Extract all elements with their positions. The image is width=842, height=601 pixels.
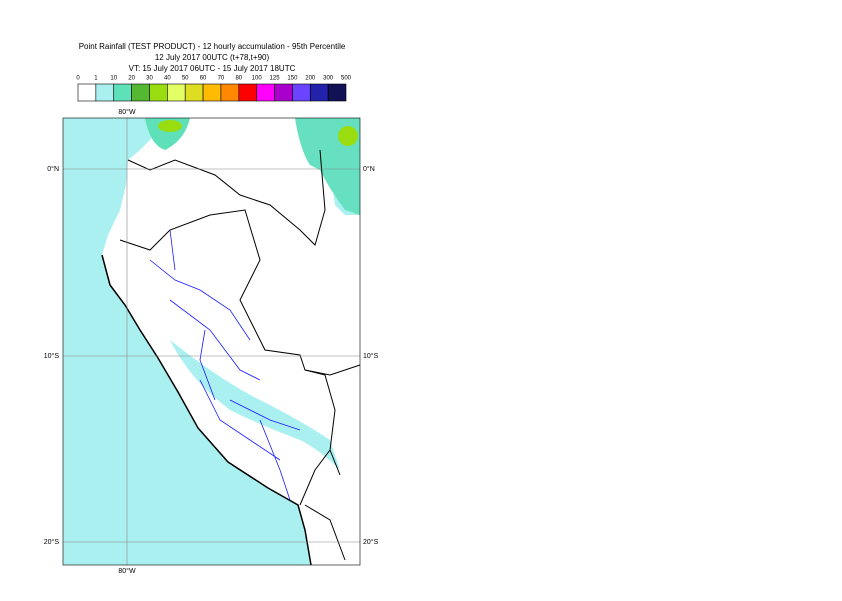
- legend-swatch: [184, 83, 204, 102]
- legend-label: 20: [128, 76, 135, 82]
- map-frame: [62, 117, 361, 566]
- legend-swatch: [238, 83, 257, 102]
- legend-label: 80: [235, 76, 242, 82]
- legend-label: 500: [341, 76, 352, 82]
- legend-swatch: [131, 83, 150, 102]
- legend-swatch: [113, 83, 132, 102]
- legend-swatch: [309, 83, 329, 102]
- lat-label: 0°N: [363, 165, 375, 173]
- legend-label: 125: [270, 76, 281, 82]
- rain-area: [158, 120, 182, 132]
- coastline: [101, 254, 312, 566]
- rain-area: [170, 340, 340, 470]
- land: [102, 118, 360, 565]
- rain-area: [338, 126, 358, 146]
- run-time: 12 July 2017 00UTC (t+78,t+90): [155, 53, 270, 62]
- border: [127, 149, 326, 246]
- legend-swatch: [256, 83, 275, 102]
- lat-label: 20°S: [363, 538, 379, 546]
- map: 80°W 80°W 0°N 0°N 10°S 10°S 20°S 20°S: [44, 108, 379, 575]
- lat-label: 10°S: [44, 352, 60, 360]
- lon-label: 80°W: [118, 567, 136, 575]
- lat-label: 0°N: [47, 165, 59, 173]
- legend-swatch: [202, 83, 222, 102]
- legend-label: 200: [305, 76, 316, 82]
- border: [304, 364, 361, 561]
- lat-label: 10°S: [363, 352, 379, 360]
- legend-label: 70: [218, 76, 225, 82]
- legend-label: 60: [200, 76, 207, 82]
- legend-swatch: [149, 83, 168, 102]
- legend-label: 1: [94, 76, 98, 82]
- legend-swatch: [95, 83, 115, 102]
- border: [119, 209, 336, 506]
- lon-label: 80°W: [118, 108, 136, 116]
- legend-swatch: [167, 83, 186, 102]
- legend: 0 1 10 20 30 40 50 60 70 80 100 125 150 200 300 500: [76, 76, 352, 102]
- legend-swatch: [220, 83, 240, 102]
- valid-time: VT: 15 July 2017 06UTC - 15 July 2017 18…: [129, 64, 296, 73]
- legend-label: 300: [323, 76, 334, 82]
- admin-boundary: [149, 229, 301, 501]
- legend-label: 150: [287, 76, 298, 82]
- legend-swatch: [77, 83, 97, 102]
- legend-label: 10: [110, 76, 117, 82]
- legend-label: 100: [252, 76, 263, 82]
- legend-swatch: [274, 83, 293, 102]
- legend-label: 40: [164, 76, 171, 82]
- title: Point Rainfall (TEST PRODUCT) - 12 hourl…: [79, 42, 346, 51]
- legend-label: 30: [146, 76, 153, 82]
- lat-label: 20°S: [44, 538, 60, 546]
- legend-swatch: [327, 83, 347, 102]
- legend-swatch: [292, 83, 311, 102]
- legend-label: 0: [76, 76, 80, 82]
- legend-label: 50: [182, 76, 189, 82]
